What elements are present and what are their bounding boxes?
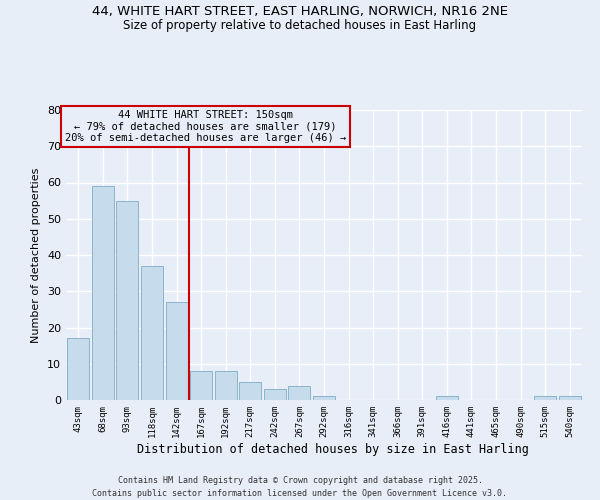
Text: Size of property relative to detached houses in East Harling: Size of property relative to detached ho…	[124, 18, 476, 32]
Bar	[116, 200, 139, 400]
Bar	[239, 382, 262, 400]
Bar	[534, 396, 556, 400]
Bar	[215, 371, 237, 400]
Bar	[436, 396, 458, 400]
Text: Distribution of detached houses by size in East Harling: Distribution of detached houses by size …	[137, 442, 529, 456]
Bar	[289, 386, 310, 400]
Bar	[67, 338, 89, 400]
Text: Contains HM Land Registry data © Crown copyright and database right 2025.
Contai: Contains HM Land Registry data © Crown c…	[92, 476, 508, 498]
Text: 44 WHITE HART STREET: 150sqm
← 79% of detached houses are smaller (179)
20% of s: 44 WHITE HART STREET: 150sqm ← 79% of de…	[65, 110, 346, 143]
Y-axis label: Number of detached properties: Number of detached properties	[31, 168, 41, 342]
Bar	[559, 396, 581, 400]
Bar	[92, 186, 114, 400]
Bar	[264, 389, 286, 400]
Text: 44, WHITE HART STREET, EAST HARLING, NORWICH, NR16 2NE: 44, WHITE HART STREET, EAST HARLING, NOR…	[92, 5, 508, 18]
Bar	[141, 266, 163, 400]
Bar	[190, 371, 212, 400]
Bar	[166, 302, 188, 400]
Bar	[313, 396, 335, 400]
